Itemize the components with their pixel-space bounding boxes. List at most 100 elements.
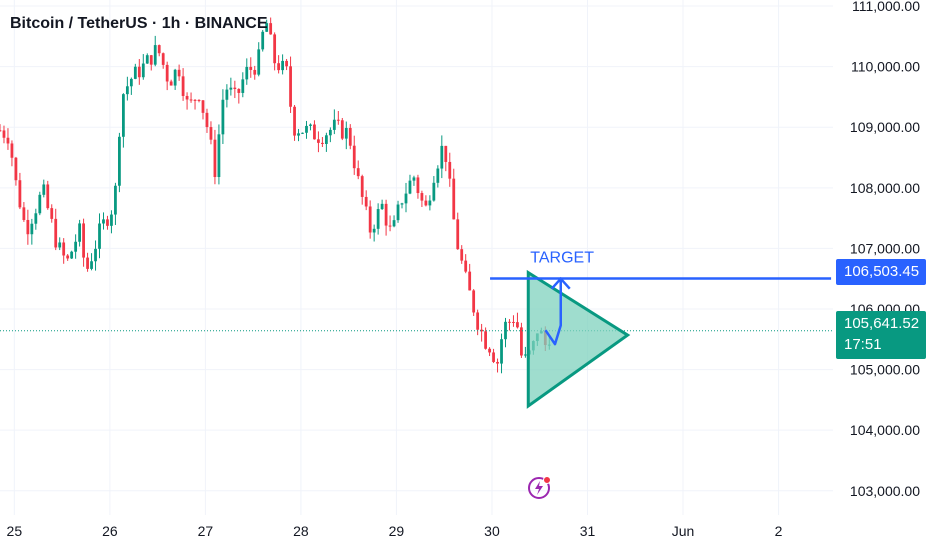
candle-body — [153, 45, 157, 65]
y-tick-label: 107,000.00 — [850, 240, 920, 256]
candle-body — [285, 60, 288, 67]
candle-body — [193, 99, 197, 101]
candle-body — [30, 223, 34, 235]
candle-body — [328, 129, 332, 136]
candle-body — [10, 143, 14, 158]
candle-body — [253, 69, 257, 75]
y-tick-label: 108,000.00 — [850, 180, 920, 196]
candle-body — [201, 100, 205, 113]
candle-body — [488, 348, 491, 353]
candle-body — [129, 78, 133, 87]
x-tick-label: 30 — [484, 523, 500, 539]
lightning-icon[interactable] — [526, 474, 552, 500]
candle-body — [161, 53, 165, 65]
candle-body — [34, 213, 38, 224]
x-tick-label: 26 — [102, 523, 118, 539]
candle-body — [74, 241, 78, 252]
candle-body — [102, 219, 105, 224]
target-label: TARGET — [530, 250, 594, 267]
candle-body — [14, 157, 18, 181]
candle-body — [141, 63, 145, 78]
candle-body — [360, 176, 364, 197]
candle-body — [265, 23, 269, 32]
candle-body — [177, 69, 181, 77]
candle-body — [90, 261, 93, 269]
candle-body — [416, 177, 420, 194]
candle-body — [412, 177, 416, 181]
candle-body — [504, 321, 507, 340]
candle-body — [50, 208, 54, 219]
candle-body — [261, 31, 265, 50]
candle-body — [114, 185, 117, 215]
candle-body — [436, 168, 440, 183]
candle-body — [496, 361, 499, 364]
y-tick-label: 109,000.00 — [850, 119, 920, 135]
candle-body — [241, 79, 245, 93]
candle-body — [18, 180, 22, 208]
candle-body — [245, 66, 249, 80]
candle-body — [217, 134, 221, 178]
y-tick-label: 111,000.00 — [852, 0, 920, 14]
x-tick-label: 31 — [580, 523, 596, 539]
candle-body — [392, 220, 396, 227]
candle-body — [480, 329, 484, 332]
candle-body — [221, 99, 225, 135]
candle-body — [78, 223, 81, 242]
candle-body — [229, 87, 233, 90]
candle-body — [400, 203, 404, 205]
candle-body — [376, 209, 380, 229]
candle-body — [388, 225, 392, 227]
candle-body — [22, 207, 26, 220]
candle-body — [297, 133, 300, 136]
candle-body — [94, 248, 97, 262]
candle-body — [348, 127, 352, 146]
candle-body — [273, 34, 277, 64]
candle-body — [309, 124, 312, 126]
candle-body — [356, 168, 360, 177]
candle-body — [396, 204, 400, 221]
current-price-tag: 105,641.52 17:51 — [836, 311, 926, 359]
triangle-pattern[interactable] — [526, 269, 631, 409]
candle-body — [408, 180, 412, 194]
candle-body — [293, 106, 296, 136]
candle-body — [432, 182, 436, 201]
candle-body — [305, 125, 308, 133]
candle-body — [332, 119, 336, 130]
candle-body — [165, 64, 169, 82]
candle-body — [46, 184, 50, 209]
candle-body — [384, 203, 388, 226]
candle-body — [181, 76, 185, 96]
candle-body — [452, 178, 456, 220]
candle-body — [456, 219, 460, 250]
candle-body — [38, 194, 42, 214]
target-price-value: 106,503.45 — [844, 263, 920, 280]
x-tick-label: 27 — [198, 523, 214, 539]
candle-body — [121, 94, 125, 137]
candle-body — [317, 139, 320, 143]
candle-body — [448, 161, 452, 179]
y-tick-label: 104,000.00 — [850, 422, 920, 438]
candle-body — [364, 196, 368, 207]
candle-body — [321, 142, 324, 144]
current-price-value: 105,641.52 — [844, 315, 920, 332]
y-tick-label: 103,000.00 — [850, 483, 920, 499]
candle-body — [424, 200, 428, 206]
candle-body — [26, 219, 30, 235]
candle-body — [368, 206, 372, 233]
lightning-icon-graphic — [528, 476, 551, 499]
candle-body — [324, 135, 328, 144]
candle-body — [492, 352, 495, 362]
candle-body — [149, 55, 153, 65]
candle-body — [0, 130, 2, 132]
candle-body — [70, 251, 74, 259]
candle-body — [484, 331, 487, 349]
candle-body — [464, 260, 468, 272]
candle-body — [420, 193, 424, 201]
candle-body — [313, 124, 316, 140]
candle-body — [289, 66, 292, 107]
candle-body — [340, 120, 344, 139]
candle-body — [173, 69, 177, 86]
bar-countdown: 17:51 — [844, 336, 882, 353]
